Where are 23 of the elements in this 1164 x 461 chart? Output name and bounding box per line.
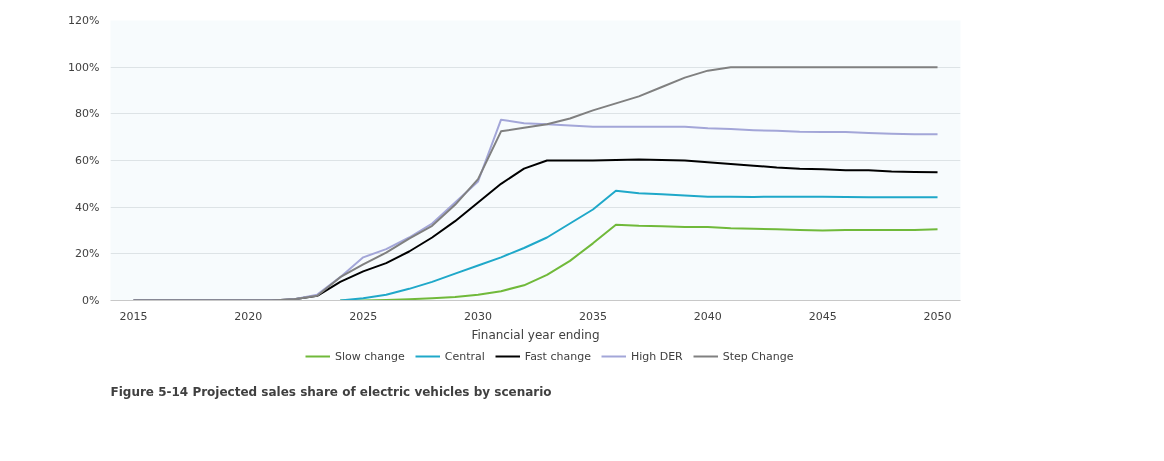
- x-tick-label: 2025: [349, 309, 378, 323]
- x-tick-label: 2020: [234, 309, 263, 323]
- legend-label: High DER: [630, 349, 683, 363]
- y-tick-label: 0%: [82, 294, 100, 307]
- y-tick-label: 60%: [75, 154, 100, 167]
- y-tick-label: 100%: [68, 60, 100, 74]
- x-tick-label: 2040: [693, 309, 722, 323]
- legend-label: Fast change: [524, 349, 591, 363]
- y-tick-label: 20%: [75, 247, 100, 261]
- y-tick-label: 80%: [75, 107, 100, 121]
- x-tick-label: 2045: [808, 309, 837, 323]
- legend-label: Step Change: [722, 349, 794, 363]
- legend-label: Slow change: [335, 349, 405, 363]
- y-tick-label: 40%: [75, 200, 100, 214]
- caption: Figure 5-14 Projected sales share of electric vehicles by scenario: [110, 384, 552, 399]
- x-tick-label: 2030: [464, 309, 493, 323]
- legend-label: Central: [444, 349, 485, 363]
- line-series: [339, 189, 939, 301]
- x-tick-label: 2035: [578, 309, 607, 323]
- x-tick-label: 2015: [119, 309, 148, 323]
- x-tick-label: 2050: [923, 309, 952, 323]
- x-axis-title: Financial year ending: [471, 327, 600, 342]
- y-tick-label: 120%: [68, 14, 100, 27]
